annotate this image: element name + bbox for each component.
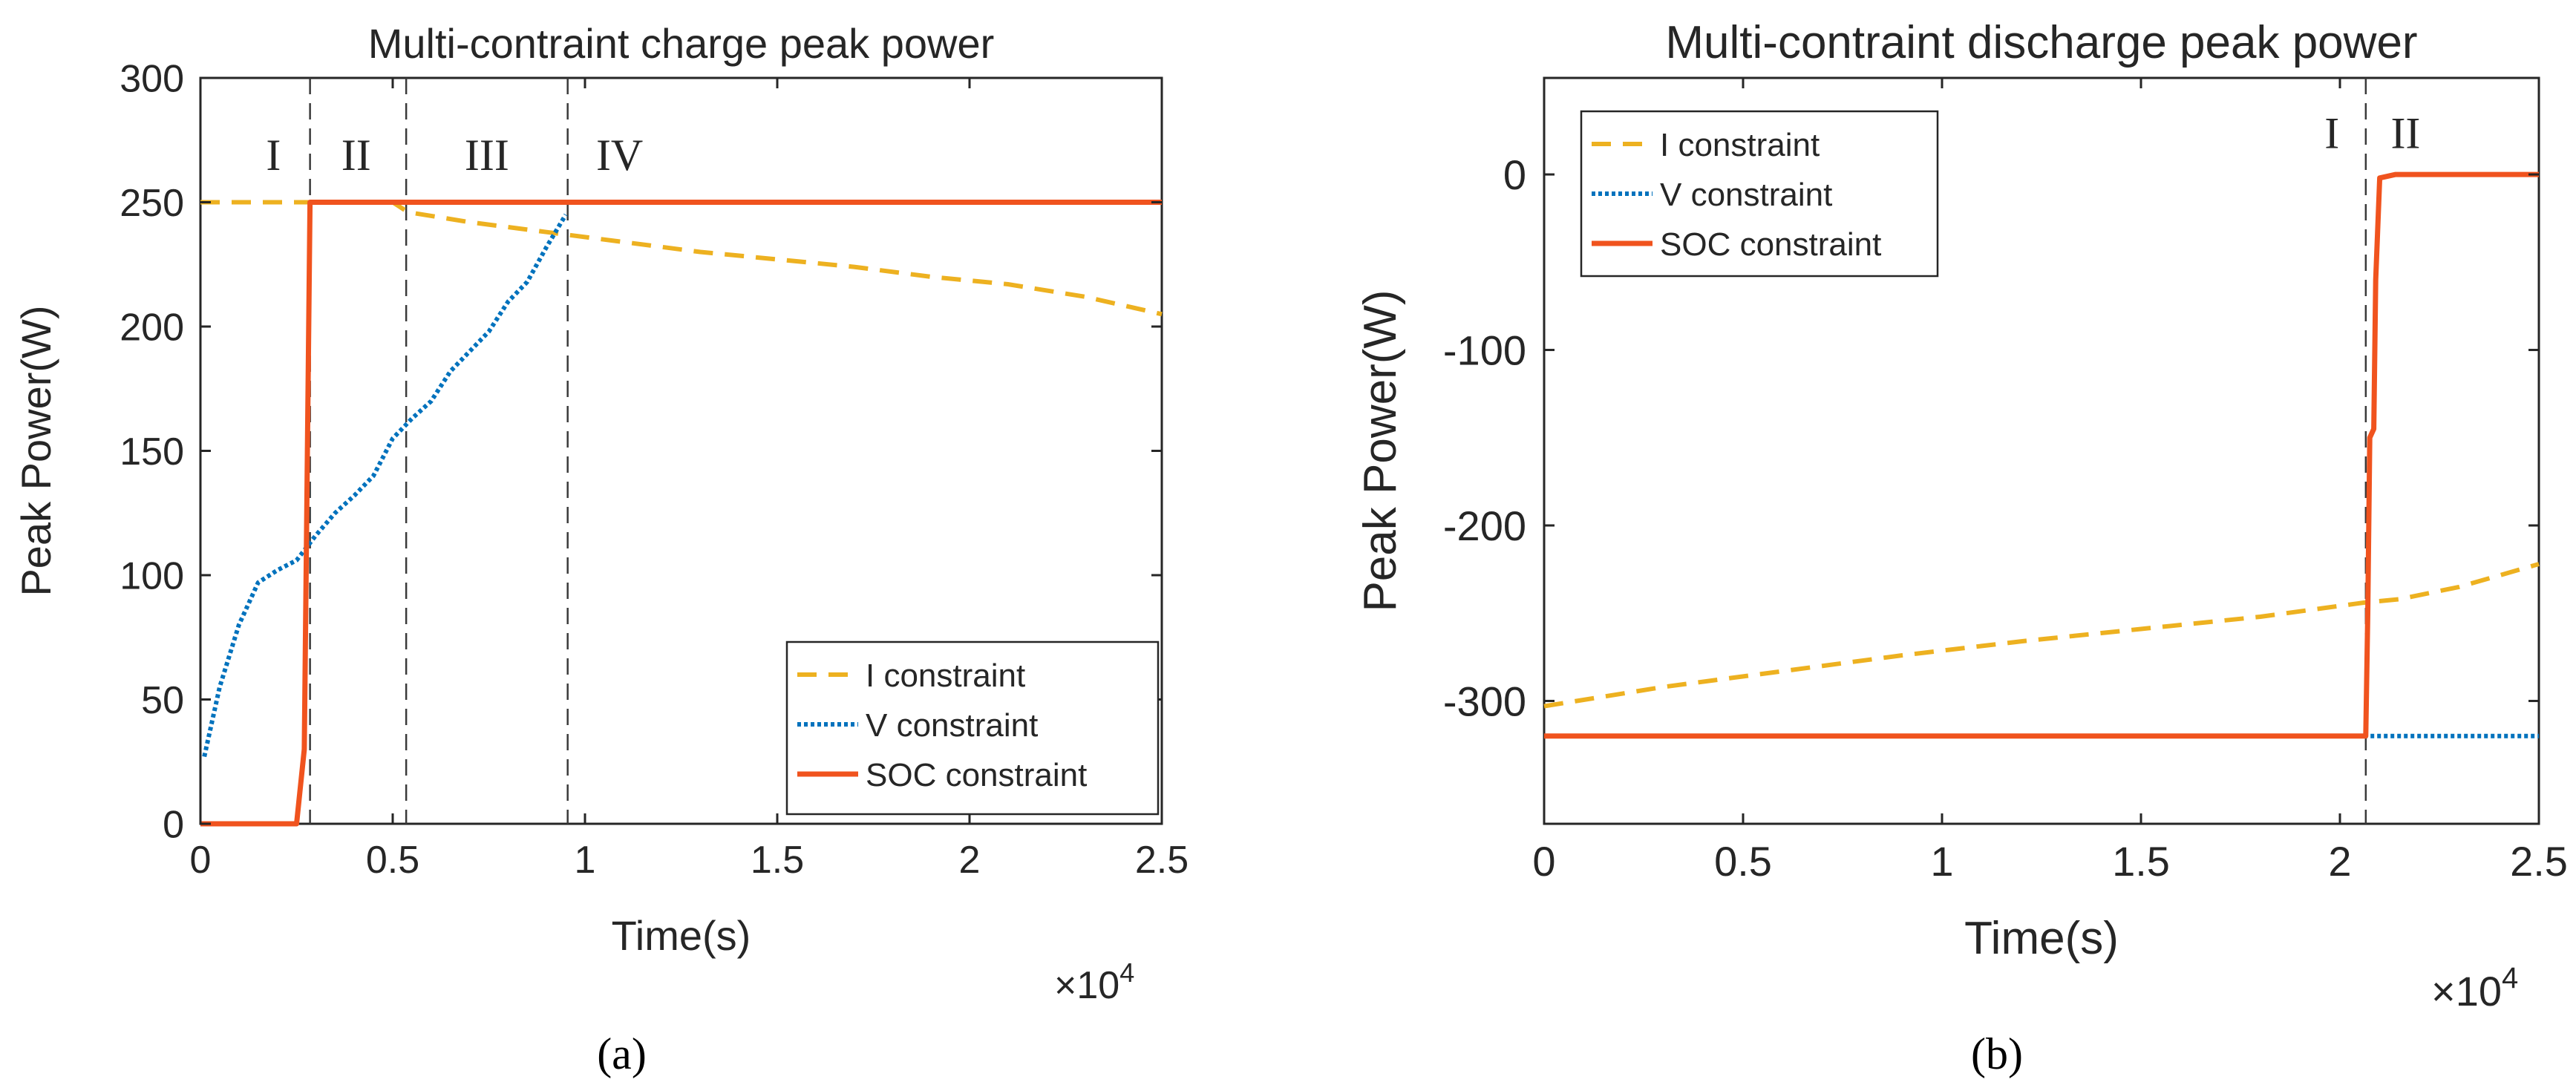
y-tick-label: -200 xyxy=(1443,502,1526,549)
x-tick-label: 0.5 xyxy=(1714,838,1772,885)
region-label: I xyxy=(2324,109,2339,158)
axis-ticks: 0 0.5 1 1.5 2 2.5 -300 -200 -100 0 xyxy=(1443,78,2568,885)
legend-label: SOC constraint xyxy=(1660,226,1881,263)
axis-ticks: 0 0.5 1 1.5 2 2.5 0 50 100 150 200 250 300 xyxy=(120,58,1189,882)
region-label: III xyxy=(465,131,509,180)
y-axis-label: Peak Power(W) xyxy=(1355,289,1406,612)
x-axis-label: Time(s) xyxy=(1964,913,2119,964)
x-tick-label: 1.5 xyxy=(2112,838,2170,885)
y-tick-label: 200 xyxy=(120,307,184,350)
x-tick-label: 2 xyxy=(959,839,981,882)
chart-title: Multi-contraint charge peak power xyxy=(368,20,995,67)
x-tick-label: 1 xyxy=(1930,838,1953,885)
legend-label: V constraint xyxy=(1660,177,1832,213)
x-tick-label: 1 xyxy=(575,839,596,882)
y-tick-label: -100 xyxy=(1443,327,1526,374)
y-axis-label: Peak Power(W) xyxy=(13,305,59,596)
x-tick-label: 1.5 xyxy=(751,839,804,882)
y-tick-label: 300 xyxy=(120,58,184,101)
legend: I constraint V constraint SOC constraint xyxy=(785,640,1160,816)
series-group xyxy=(200,200,1163,827)
region-label: II xyxy=(2390,109,2420,158)
series-line-i-constraint xyxy=(1543,562,2540,709)
series-group xyxy=(1543,171,2540,739)
x-axis-multiplier: ×104 xyxy=(2431,962,2518,1015)
legend: I constraint V constraint SOC constraint xyxy=(1580,110,1939,278)
y-tick-label: 0 xyxy=(1503,151,1526,198)
legend-label: V constraint xyxy=(866,707,1038,744)
region-label: I xyxy=(266,131,281,180)
y-tick-label: 150 xyxy=(120,430,184,473)
y-tick-label: 250 xyxy=(120,182,184,225)
region-labels: I II xyxy=(2324,109,2420,158)
legend-label: I constraint xyxy=(866,658,1025,694)
x-tick-label: 2.5 xyxy=(1135,839,1189,882)
series-line-i-constraint xyxy=(200,200,1163,317)
x-tick-label: 0.5 xyxy=(366,839,419,882)
x-tick-label: 0 xyxy=(190,839,212,882)
plot-area-frame xyxy=(1543,76,2540,825)
x-tick-label: 2.5 xyxy=(2510,838,2568,885)
legend-label: SOC constraint xyxy=(866,757,1087,793)
legend-label: I constraint xyxy=(1660,127,1820,163)
caption-b: (b) xyxy=(1971,1029,2023,1078)
x-tick-label: 2 xyxy=(2328,838,2351,885)
x-axis-label: Time(s) xyxy=(612,912,751,959)
chart-title: Multi-contraint discharge peak power xyxy=(1665,17,2417,68)
x-tick-label: 0 xyxy=(1532,838,1555,885)
y-tick-label: -300 xyxy=(1443,678,1526,725)
x-axis-multiplier: ×104 xyxy=(1054,957,1134,1007)
region-label: IV xyxy=(596,131,643,180)
y-tick-label: 50 xyxy=(141,679,184,722)
region-labels: I II III IV xyxy=(266,131,643,180)
region-divider-lines xyxy=(309,78,569,824)
series-line-v-constraint xyxy=(202,213,568,758)
series-line-soc-constraint xyxy=(200,200,1162,827)
y-tick-label: 100 xyxy=(120,555,184,598)
series-line-soc-constraint xyxy=(1544,171,2539,739)
y-tick-label: 0 xyxy=(163,804,184,847)
caption-a: (a) xyxy=(597,1029,647,1078)
region-label: II xyxy=(341,131,371,180)
legend-box xyxy=(785,640,1160,816)
